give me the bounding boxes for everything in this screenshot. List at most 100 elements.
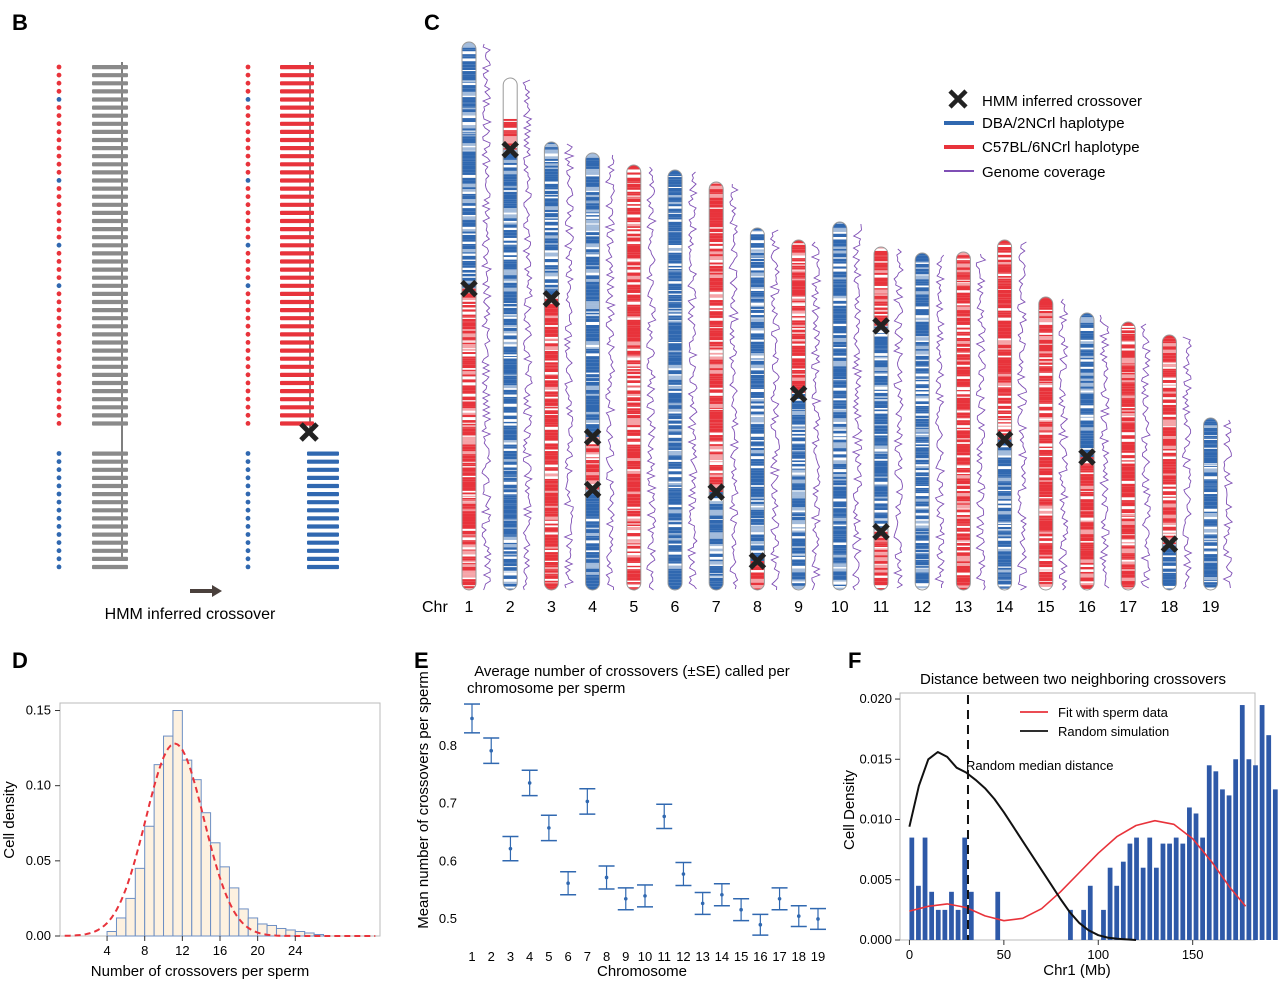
haplotype-band xyxy=(874,513,888,515)
haplotype-band xyxy=(791,484,806,488)
read-bar-red xyxy=(280,210,314,215)
haplotype-band xyxy=(709,570,724,573)
allele-dot-right xyxy=(245,507,251,513)
histogram-bar xyxy=(191,779,202,937)
haplotype-band xyxy=(544,343,559,347)
haplotype-band xyxy=(1162,518,1177,522)
haplotype-band xyxy=(462,492,476,495)
haplotype-band xyxy=(750,522,765,525)
read-bar-blue xyxy=(307,564,339,570)
allele-dot-right xyxy=(245,129,251,135)
haplotype-band xyxy=(668,322,682,326)
haplotype-band xyxy=(462,76,476,79)
haplotype-band xyxy=(750,547,765,551)
haplotype-band xyxy=(1121,338,1136,341)
haplotype-band xyxy=(668,404,682,406)
haplotype-band xyxy=(585,503,600,508)
haplotype-band xyxy=(1121,486,1136,489)
haplotype-band xyxy=(832,426,847,430)
haplotype-band xyxy=(750,429,765,434)
haplotype-band xyxy=(585,209,600,213)
haplotype-band xyxy=(791,507,806,511)
haplotype-band xyxy=(585,275,600,280)
haplotype-band xyxy=(462,138,476,142)
histogram-bar xyxy=(1081,909,1087,940)
haplotype-band xyxy=(874,268,888,271)
panel-c-ideogram: HMM inferred crossover DBA/2NCrl haploty… xyxy=(422,41,1234,616)
haplotype-band xyxy=(915,423,930,427)
histogram-bar xyxy=(1173,837,1179,940)
haplotype-band xyxy=(462,260,476,263)
haplotype-band xyxy=(1203,580,1218,582)
haplotype-band xyxy=(503,383,518,386)
haplotype-band xyxy=(585,197,600,201)
haplotype-band xyxy=(709,477,724,480)
haplotype-band xyxy=(832,357,847,361)
haplotype-band xyxy=(1080,333,1094,336)
haplotype-band xyxy=(791,512,806,514)
allele-dot-right xyxy=(245,97,251,102)
haplotype-band xyxy=(1121,322,1136,325)
read-bar-gray xyxy=(92,283,128,288)
haplotype-band xyxy=(503,477,518,481)
haplotype-band xyxy=(585,359,600,363)
read-bar-gray xyxy=(92,356,128,361)
haplotype-band xyxy=(956,263,971,268)
haplotype-band xyxy=(462,333,476,338)
haplotype-band xyxy=(956,386,971,388)
haplotype-band xyxy=(1162,343,1177,347)
haplotype-band xyxy=(585,224,600,227)
haplotype-band xyxy=(1121,327,1136,329)
haplotype-band xyxy=(462,396,476,401)
haplotype-band xyxy=(1162,368,1177,371)
haplotype-band xyxy=(709,423,724,426)
haplotype-band xyxy=(956,362,971,365)
haplotype-band xyxy=(462,519,476,522)
haplotype-band xyxy=(791,268,806,270)
haplotype-band xyxy=(997,312,1012,315)
haplotype-band xyxy=(1203,562,1218,564)
haplotype-band xyxy=(544,206,559,208)
haplotype-band xyxy=(1080,331,1094,334)
haplotype-band xyxy=(709,567,724,571)
haplotype-band xyxy=(626,354,641,356)
haplotype-band xyxy=(997,272,1012,274)
haplotype-band xyxy=(585,565,600,567)
haplotype-band xyxy=(832,460,847,464)
haplotype-band xyxy=(585,568,600,573)
haplotype-band xyxy=(750,554,765,559)
haplotype-band xyxy=(709,308,724,310)
haplotype-band xyxy=(1203,439,1218,444)
haplotype-band xyxy=(1203,461,1218,464)
haplotype-band xyxy=(1121,401,1136,404)
haplotype-band xyxy=(544,178,559,182)
haplotype-band xyxy=(874,473,888,475)
haplotype-band xyxy=(997,422,1012,424)
haplotype-band xyxy=(915,355,930,360)
panel-f-histogram: Distance between two neighboring crossov… xyxy=(841,671,1278,979)
haplotype-band xyxy=(503,279,518,282)
haplotype-band xyxy=(997,310,1012,313)
haplotype-band xyxy=(997,365,1012,369)
read-bar-gray xyxy=(92,243,128,248)
haplotype-band xyxy=(709,262,724,265)
haplotype-band xyxy=(503,508,518,510)
haplotype-band xyxy=(462,454,476,456)
haplotype-band xyxy=(915,318,930,321)
haplotype-band xyxy=(668,265,682,268)
haplotype-band xyxy=(1203,569,1218,571)
coverage-trace xyxy=(893,248,904,589)
haplotype-band xyxy=(503,505,518,509)
haplotype-band xyxy=(668,179,682,182)
haplotype-band xyxy=(1162,510,1177,515)
haplotype-band xyxy=(503,271,518,276)
haplotype-band xyxy=(956,457,971,462)
haplotype-band xyxy=(750,468,765,471)
haplotype-band xyxy=(874,375,888,380)
haplotype-band xyxy=(668,463,682,467)
haplotype-band xyxy=(1162,380,1177,383)
haplotype-band xyxy=(956,499,971,502)
haplotype-band xyxy=(956,400,971,404)
haplotype-band xyxy=(1203,444,1218,448)
haplotype-band xyxy=(503,427,518,430)
